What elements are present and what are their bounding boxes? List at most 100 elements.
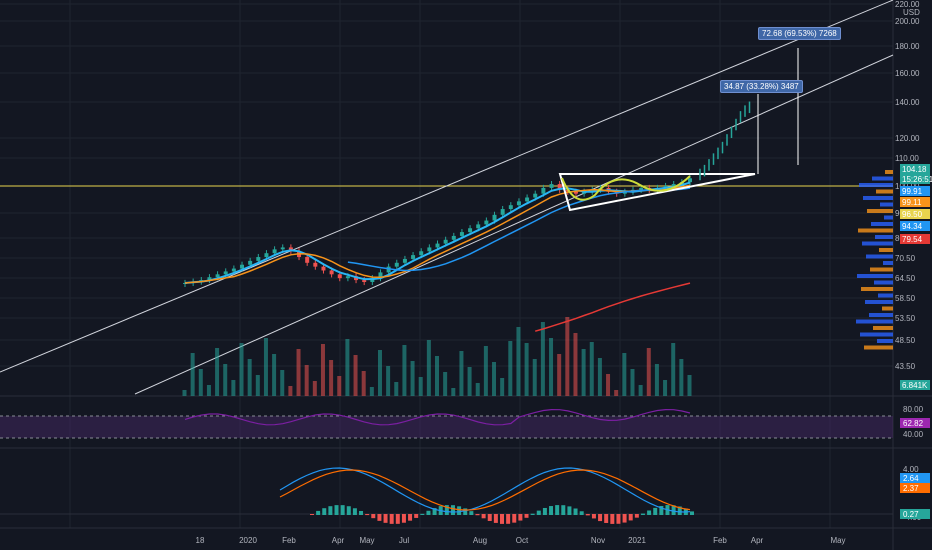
price-tick-10: 70.50	[895, 254, 916, 263]
macd-hist-20	[432, 508, 437, 515]
candle-body-45	[549, 184, 554, 188]
sma-200-line	[534, 282, 691, 332]
price-tag-3: 99.11	[902, 198, 922, 207]
volume-bar-48	[573, 333, 578, 396]
macd-hist-18	[420, 513, 425, 515]
macd-hist-11	[377, 514, 382, 521]
price-tag-7: 6.841K	[902, 381, 928, 390]
candle-body-20	[345, 276, 350, 279]
volume-bar-50	[589, 342, 594, 396]
volume-bar-60	[671, 343, 676, 396]
volume-bar-32	[443, 372, 448, 396]
currency-label: USD	[903, 8, 920, 17]
volume-bar-42	[524, 343, 529, 396]
volume-bar-8	[247, 359, 252, 396]
volume-profile-11	[862, 241, 893, 246]
measure-box-2[interactable]: 72.68 (69.53%) 7268	[758, 27, 841, 40]
price-tick-12: 58.50	[895, 294, 916, 303]
candle-body-18	[329, 270, 334, 275]
macd-hist-36	[530, 513, 535, 515]
macd-hist-8	[359, 510, 364, 515]
volume-bar-59	[663, 380, 668, 396]
candle-body-15	[305, 257, 310, 263]
macd-hist-31	[500, 514, 504, 524]
volume-bar-16	[312, 381, 317, 396]
volume-bar-22	[361, 371, 366, 396]
volume-bar-40	[508, 341, 513, 396]
volume-bar-2	[198, 369, 203, 396]
macd-hist-54	[640, 513, 645, 515]
macd-hist-34	[518, 514, 523, 521]
measure-box-1[interactable]: 34.87 (33.28%) 3487	[720, 80, 803, 93]
price-tag-6: 79.54	[902, 235, 923, 244]
macd-hist-55	[647, 510, 652, 515]
candle-body-7	[240, 264, 245, 269]
price-tag-0: 104.18	[902, 165, 927, 174]
macd-hist-27	[475, 514, 480, 516]
volume-bar-7	[239, 343, 244, 396]
macd-hist-24	[457, 506, 462, 515]
candle-body-31	[435, 243, 440, 248]
price-tick-13: 53.50	[895, 314, 916, 323]
macd-hist-10	[371, 514, 376, 519]
price-tag-bg-0	[900, 164, 930, 174]
price-tick-11: 64.50	[895, 274, 916, 283]
volume-profile-3	[876, 189, 893, 194]
macd-hist-53	[634, 514, 639, 518]
macd-hist-59	[671, 505, 676, 515]
macd-hist-12	[383, 514, 388, 523]
cup-handle-curve	[561, 175, 691, 201]
volume-bar-39	[500, 378, 505, 396]
time-tick-11: Apr	[751, 536, 764, 545]
volume-bar-14	[296, 349, 301, 396]
volume-bar-0	[182, 390, 187, 396]
volume-profile-17	[874, 280, 893, 285]
time-tick-12: May	[830, 536, 845, 545]
volume-profile-21	[882, 306, 893, 311]
volume-profile-10	[875, 235, 893, 239]
price-tag-2: 99.91	[902, 187, 923, 196]
volume-profile-26	[877, 339, 893, 343]
rsi-tag-bg	[900, 418, 930, 428]
macd-hist-44	[579, 511, 584, 515]
volume-bar-4	[215, 348, 220, 396]
macd-hist-50	[616, 514, 621, 524]
price-tick-5: 120.00	[895, 134, 920, 143]
macd-hist-57	[659, 505, 664, 515]
macd-hist-9	[365, 514, 370, 516]
macd-hist-30	[493, 514, 498, 523]
rsi-tag: 62.82	[903, 419, 924, 428]
volume-bar-17	[320, 344, 325, 396]
volume-bar-19	[337, 376, 342, 396]
macd-hist-1	[316, 510, 321, 515]
macd-tag-0: 2.64	[903, 474, 919, 483]
volume-bar-46	[557, 354, 562, 396]
macd-tag-bg-1	[900, 483, 930, 493]
macd-hist-38	[542, 507, 547, 515]
volume-profile-25	[860, 332, 893, 337]
volume-bar-27	[402, 345, 407, 396]
volume-bar-6	[231, 380, 236, 396]
candle-body-30	[427, 247, 432, 252]
macd-tag-bg-0	[900, 473, 930, 483]
candle-body-22	[362, 280, 367, 282]
candle-body-16	[313, 262, 318, 267]
triangle-pattern	[558, 173, 756, 212]
macd-hist-28	[481, 514, 486, 519]
volume-bar-61	[679, 359, 684, 396]
candle-body-56	[639, 187, 644, 190]
volume-profile-13	[866, 254, 893, 259]
macd-hist-43	[573, 508, 578, 515]
macd-hist-19	[426, 510, 431, 515]
candle-body-29	[419, 251, 424, 256]
ema-mid-line	[184, 184, 691, 284]
candle-body-8	[248, 260, 253, 265]
volume-bar-62	[687, 375, 692, 396]
volume-profile-22	[869, 313, 893, 317]
macd-hist-14	[395, 514, 400, 524]
price-tag-1: 15:26:51	[902, 175, 932, 184]
macd-tick-0: 4.00	[903, 465, 919, 474]
volume-profile-4	[863, 196, 893, 200]
candle-body-0	[183, 282, 187, 284]
price-tag-bg-7	[900, 380, 930, 390]
